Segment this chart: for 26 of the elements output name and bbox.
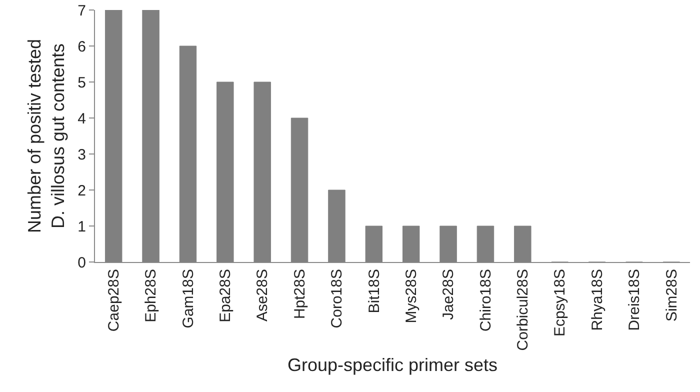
- x-axis-title: Group-specific primer sets: [287, 354, 498, 375]
- y-tick-label: 7: [78, 2, 86, 20]
- x-tick-label: Epa28S: [217, 269, 234, 322]
- x-tick-label: Ase28S: [254, 269, 272, 322]
- x-tick-label: Sim28S: [663, 269, 680, 322]
- x-tick-label: Corbicul28S: [514, 269, 532, 351]
- y-tick-label: 0: [78, 254, 86, 272]
- x-tick-label: Jae28S: [440, 269, 458, 320]
- y-tick-label: 6: [78, 38, 86, 56]
- y-axis-title: Number of positiv tested D. villosus gut contents: [24, 38, 68, 234]
- x-tick-label: Hpt28S: [291, 269, 308, 320]
- x-tick-label: Bit18S: [366, 269, 383, 314]
- x-tick-label: Gam18S: [180, 269, 197, 328]
- y-tick-label: 3: [78, 146, 86, 164]
- y-tick-label: 4: [78, 110, 86, 128]
- x-tick-label: Dreis18S: [626, 269, 644, 331]
- x-tick-label: Eph28S: [142, 269, 160, 322]
- x-tick-label: Chiro18S: [477, 269, 494, 332]
- x-tick-label: Ecpsy18S: [552, 269, 569, 337]
- x-tick-label: Caep28S: [105, 269, 122, 332]
- y-tick-label: 5: [78, 74, 86, 92]
- x-tick-label: Coro18S: [328, 269, 346, 328]
- y-tick-label: 2: [78, 182, 86, 200]
- x-tick-label: Mys28S: [402, 269, 420, 324]
- x-tick-label: Rhya18S: [588, 269, 606, 331]
- y-tick-label: 1: [78, 218, 86, 236]
